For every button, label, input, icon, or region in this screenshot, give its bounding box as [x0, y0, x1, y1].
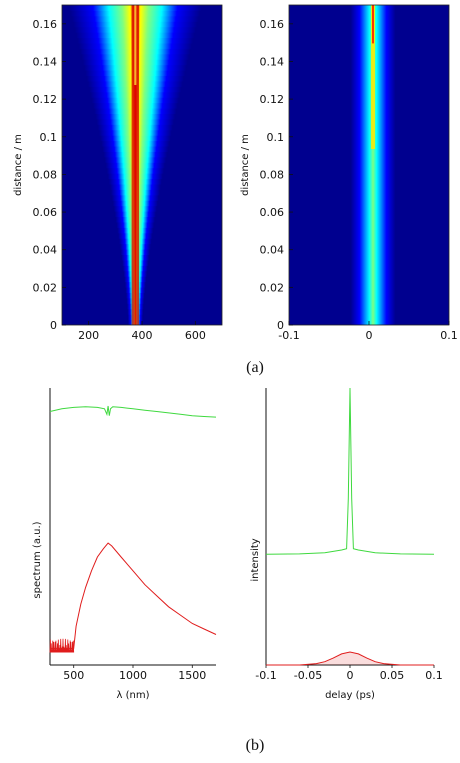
- panel-a-right: -0.1 0 0.100.020.040.060.080.10.120.140.16…: [240, 4, 458, 342]
- ytick-label: 0.14: [260, 55, 285, 68]
- ytick-label: 0.12: [33, 93, 58, 106]
- series-b-right: [265, 387, 435, 666]
- panel-a-left: 200 400 600 0 0.02 0.04 0.06 0.08 0.1 0.12 0.14 0.1…: [13, 4, 223, 342]
- xtick-label: 1500: [178, 669, 206, 682]
- xtick-label: -0.05: [294, 669, 322, 682]
- series-noise-burst: [49, 638, 75, 653]
- xtick-label: 1000: [119, 669, 147, 682]
- ytick-label: 0.06: [33, 206, 58, 219]
- ytick-label: 0.14: [33, 55, 58, 68]
- series-line-1: [265, 387, 435, 555]
- heatmap-a-right-field: [350, 5, 396, 325]
- xtick-label: 500: [63, 669, 84, 682]
- ticks-a-right: -0.1 0 0.100.020.040.060.080.10.120.140.16: [260, 18, 458, 342]
- xlabel-b-left: λ (nm): [117, 690, 150, 701]
- panel-b-left: 500 1000 1500 λ (nm) spectrum (a.u.): [32, 388, 217, 701]
- panel-b-right: -0.1 -0.05 0 0.05 0.1 delay (ps) intensity: [250, 387, 443, 701]
- ticks-b-left: 500 1000 1500: [63, 665, 206, 682]
- caption-a: (a): [246, 359, 264, 376]
- ytick-label: 0.08: [260, 168, 285, 181]
- xtick-label: 0: [366, 329, 373, 342]
- ytick-label: 0: [277, 319, 284, 332]
- series-fill: [266, 652, 434, 665]
- heatmap-a-right-core-top: [372, 5, 374, 44]
- heatmap-a-right-core: [371, 5, 375, 149]
- ytick-label: 0.1: [40, 131, 58, 144]
- ticks-a-left: 200 400 600 0 0.02 0.04 0.06 0.08 0.1 0.12 0.14 0.1…: [33, 18, 206, 342]
- ytick-label: 0.02: [33, 281, 58, 294]
- series-b-left: [49, 405, 217, 653]
- ytick-label: 0.1: [267, 131, 285, 144]
- series-line-1: [49, 405, 217, 418]
- ytick-label: 0.06: [260, 206, 285, 219]
- heatmap-a-left-core-top: [134, 5, 137, 85]
- xlabel-b-right: delay (ps): [325, 690, 375, 701]
- xtick-label: 0.1: [425, 669, 443, 682]
- xtick-label: -0.1: [278, 329, 299, 342]
- ytick-label: 0.02: [260, 281, 285, 294]
- ylabel-b-right: intensity: [250, 538, 261, 581]
- xtick-label: 200: [78, 329, 99, 342]
- heatmap-a-left-core: [131, 5, 140, 325]
- ytick-label: 0.04: [33, 244, 58, 257]
- ticks-b-right: -0.1 -0.05 0 0.05 0.1: [255, 665, 443, 682]
- ytick-label: 0.08: [33, 168, 58, 181]
- series-line-0: [266, 651, 434, 666]
- xtick-label: -0.1: [255, 669, 276, 682]
- ytick-label: 0.16: [260, 18, 285, 31]
- series-line-0: [50, 542, 217, 649]
- ylabel-b-left: spectrum (a.u.): [32, 521, 43, 598]
- xtick-label: 600: [185, 329, 206, 342]
- xtick-label: 400: [132, 329, 153, 342]
- ylabel-a-left: distance / m: [13, 134, 24, 196]
- xtick-label: 0.1: [440, 329, 458, 342]
- xtick-label: 0: [347, 669, 354, 682]
- caption-b: (b): [246, 737, 265, 754]
- ytick-label: 0.16: [33, 18, 58, 31]
- ytick-label: 0.04: [260, 244, 285, 257]
- xtick-label: 0.05: [380, 669, 405, 682]
- ylabel-a-right: distance / m: [240, 134, 251, 196]
- ytick-label: 0.12: [260, 93, 285, 106]
- ytick-label: 0: [50, 319, 57, 332]
